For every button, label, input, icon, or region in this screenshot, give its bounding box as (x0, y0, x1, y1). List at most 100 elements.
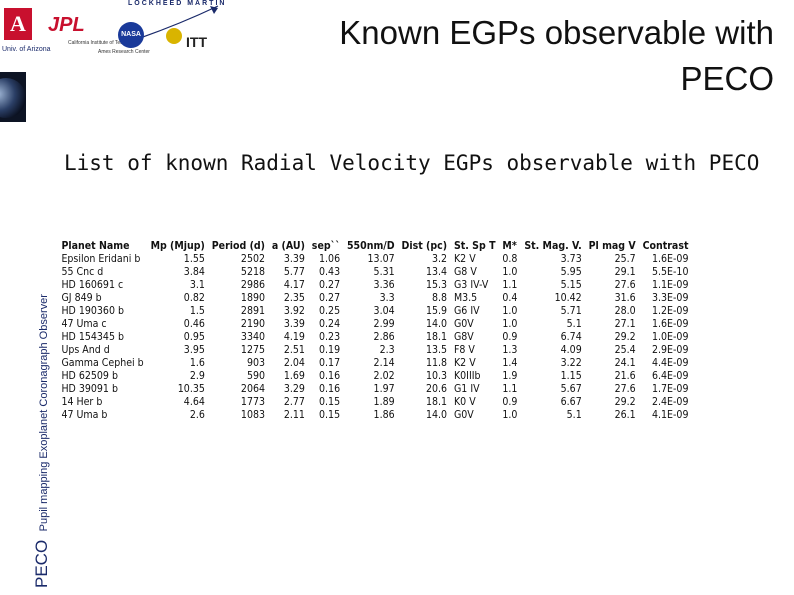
cell-mass: 4.64 (183, 395, 205, 408)
cell-semimajor-axis: 1.69 (283, 369, 305, 382)
cell-period: 2190 (240, 317, 266, 330)
cell-planet-mag: 29.2 (614, 330, 636, 343)
cell-period: 2891 (240, 304, 266, 317)
cell-mass: 3.1 (189, 278, 205, 291)
cell-planet-mag: 29.1 (614, 265, 636, 278)
cell-star-mag: 5.95 (560, 265, 582, 278)
cell-stellar-mass: 1.0 (502, 265, 518, 278)
jpl-caption: California Institute of Technology (68, 40, 141, 46)
cell-period: 2986 (240, 278, 266, 291)
page-title: Known EGPs observable with PECO (339, 14, 774, 97)
cell-planet-mag: 27.1 (614, 317, 636, 330)
cell-stellar-mass: 1.9 (502, 369, 518, 382)
cell-spectral-type: G8V (453, 330, 474, 343)
cell-planet-name: Gamma Cephei b (61, 356, 144, 369)
cell-planet-name: HD 160691 c (61, 278, 124, 291)
cell-planet-mag: 25.4 (614, 343, 636, 356)
cell-separation: 0.43 (319, 265, 341, 278)
cell-separation: 1.06 (319, 252, 341, 265)
cell-period: 5218 (240, 265, 266, 278)
cell-contrast: 1.7E-09 (651, 382, 689, 395)
cell-period: 1275 (240, 343, 266, 356)
cell-distance: 15.9 (426, 304, 448, 317)
cell-semimajor-axis: 2.35 (283, 291, 305, 304)
table-row: 55 Cnc d 3.84 5218 5.77 0.43 5.31 13.4 G8 V 1.0 5… (58, 265, 692, 278)
cell-planet-mag: 28.0 (614, 304, 636, 317)
cell-spectral-type: G1 IV (453, 382, 480, 395)
cell-contrast: 1.0E-09 (651, 330, 689, 343)
col-semimajor-axis: a (AU) (271, 239, 305, 252)
cell-semimajor-axis: 3.92 (283, 304, 305, 317)
cell-period: 3340 (240, 330, 266, 343)
cell-star-mag: 5.1 (566, 317, 582, 330)
cell-semimajor-axis: 4.19 (283, 330, 305, 343)
cell-contrast: 4.1E-09 (651, 408, 689, 421)
cell-contrast: 4.4E-09 (651, 356, 689, 369)
cell-distance: 8.8 (432, 291, 448, 304)
univ-arizona-logo: A (4, 8, 32, 40)
cell-star-mag: 6.74 (560, 330, 582, 343)
cell-planet-name: Ups And d (61, 343, 110, 356)
col-spectral-type: St. Sp T (453, 239, 496, 252)
cell-550nm-d: 5.31 (373, 265, 395, 278)
cell-planet-name: 47 Uma c (61, 317, 107, 330)
cell-separation: 0.27 (319, 291, 341, 304)
cell-separation: 0.19 (319, 343, 341, 356)
table-row: HD 160691 c 3.1 2986 4.17 0.27 3.36 15.3 G3 IV-… (58, 278, 692, 291)
cell-mass: 3.84 (183, 265, 205, 278)
cell-separation: 0.24 (319, 317, 341, 330)
cell-550nm-d: 2.14 (373, 356, 395, 369)
cell-contrast: 3.3E-09 (651, 291, 689, 304)
cell-contrast: 1.2E-09 (651, 304, 689, 317)
cell-planet-mag: 29.2 (614, 395, 636, 408)
cell-distance: 18.1 (426, 330, 448, 343)
col-mass: Mp (Mjup) (150, 239, 205, 252)
lockheed-martin-logo: LOCKHEED MARTIN (128, 0, 227, 7)
col-star-mag: St. Mag. V. (524, 239, 582, 252)
cell-planet-name: 55 Cnc d (61, 265, 104, 278)
cell-stellar-mass: 1.1 (502, 382, 518, 395)
cell-spectral-type: K0 V (453, 395, 476, 408)
cell-period: 1083 (240, 408, 266, 421)
col-period: Period (d) (211, 239, 266, 252)
col-stellar-mass: M* (502, 239, 517, 252)
cell-star-mag: 3.22 (560, 356, 582, 369)
cell-period: 2502 (240, 252, 266, 265)
cell-distance: 13.4 (426, 265, 448, 278)
cell-mass: 0.95 (183, 330, 205, 343)
cell-550nm-d: 2.02 (373, 369, 395, 382)
cell-distance: 20.6 (426, 382, 448, 395)
cell-period: 903 (246, 356, 266, 369)
cell-mass: 1.6 (189, 356, 205, 369)
cell-stellar-mass: 1.1 (502, 278, 518, 291)
egp-table: Planet Name Mp (Mjup) Period (d) a (AU) … (58, 239, 692, 421)
cell-contrast: 2.4E-09 (651, 395, 689, 408)
cell-star-mag: 5.1 (566, 408, 582, 421)
cell-mass: 3.95 (183, 343, 205, 356)
ames-caption: Ames Research Center (98, 49, 150, 55)
cell-550nm-d: 3.04 (373, 304, 395, 317)
cell-planet-name: 14 Her b (61, 395, 103, 408)
col-planet-mag: Pl mag V (588, 239, 636, 252)
cell-contrast: 1.1E-09 (651, 278, 689, 291)
cell-separation: 0.16 (319, 369, 341, 382)
cell-stellar-mass: 1.0 (502, 408, 518, 421)
cell-distance: 3.2 (432, 252, 448, 265)
cell-mass: 2.6 (189, 408, 205, 421)
cell-stellar-mass: 0.8 (502, 252, 518, 265)
cell-star-mag: 6.67 (560, 395, 582, 408)
cell-contrast: 6.4E-09 (651, 369, 689, 382)
table-row: Ups And d 3.95 1275 2.51 0.19 2.3 13.5 F8 V 1.3 4… (58, 343, 692, 356)
cell-stellar-mass: 0.9 (502, 330, 518, 343)
cell-star-mag: 3.73 (560, 252, 582, 265)
cell-spectral-type: G8 V (453, 265, 477, 278)
cell-mass: 0.46 (183, 317, 205, 330)
cell-planet-name: HD 62509 b (61, 369, 118, 382)
cell-star-mag: 5.15 (560, 278, 582, 291)
lockheed-star-icon (140, 5, 219, 39)
cell-550nm-d: 2.86 (373, 330, 395, 343)
cell-planet-mag: 24.1 (614, 356, 636, 369)
cell-planet-mag: 27.6 (614, 278, 636, 291)
cell-separation: 0.17 (319, 356, 341, 369)
cell-distance: 13.5 (426, 343, 448, 356)
